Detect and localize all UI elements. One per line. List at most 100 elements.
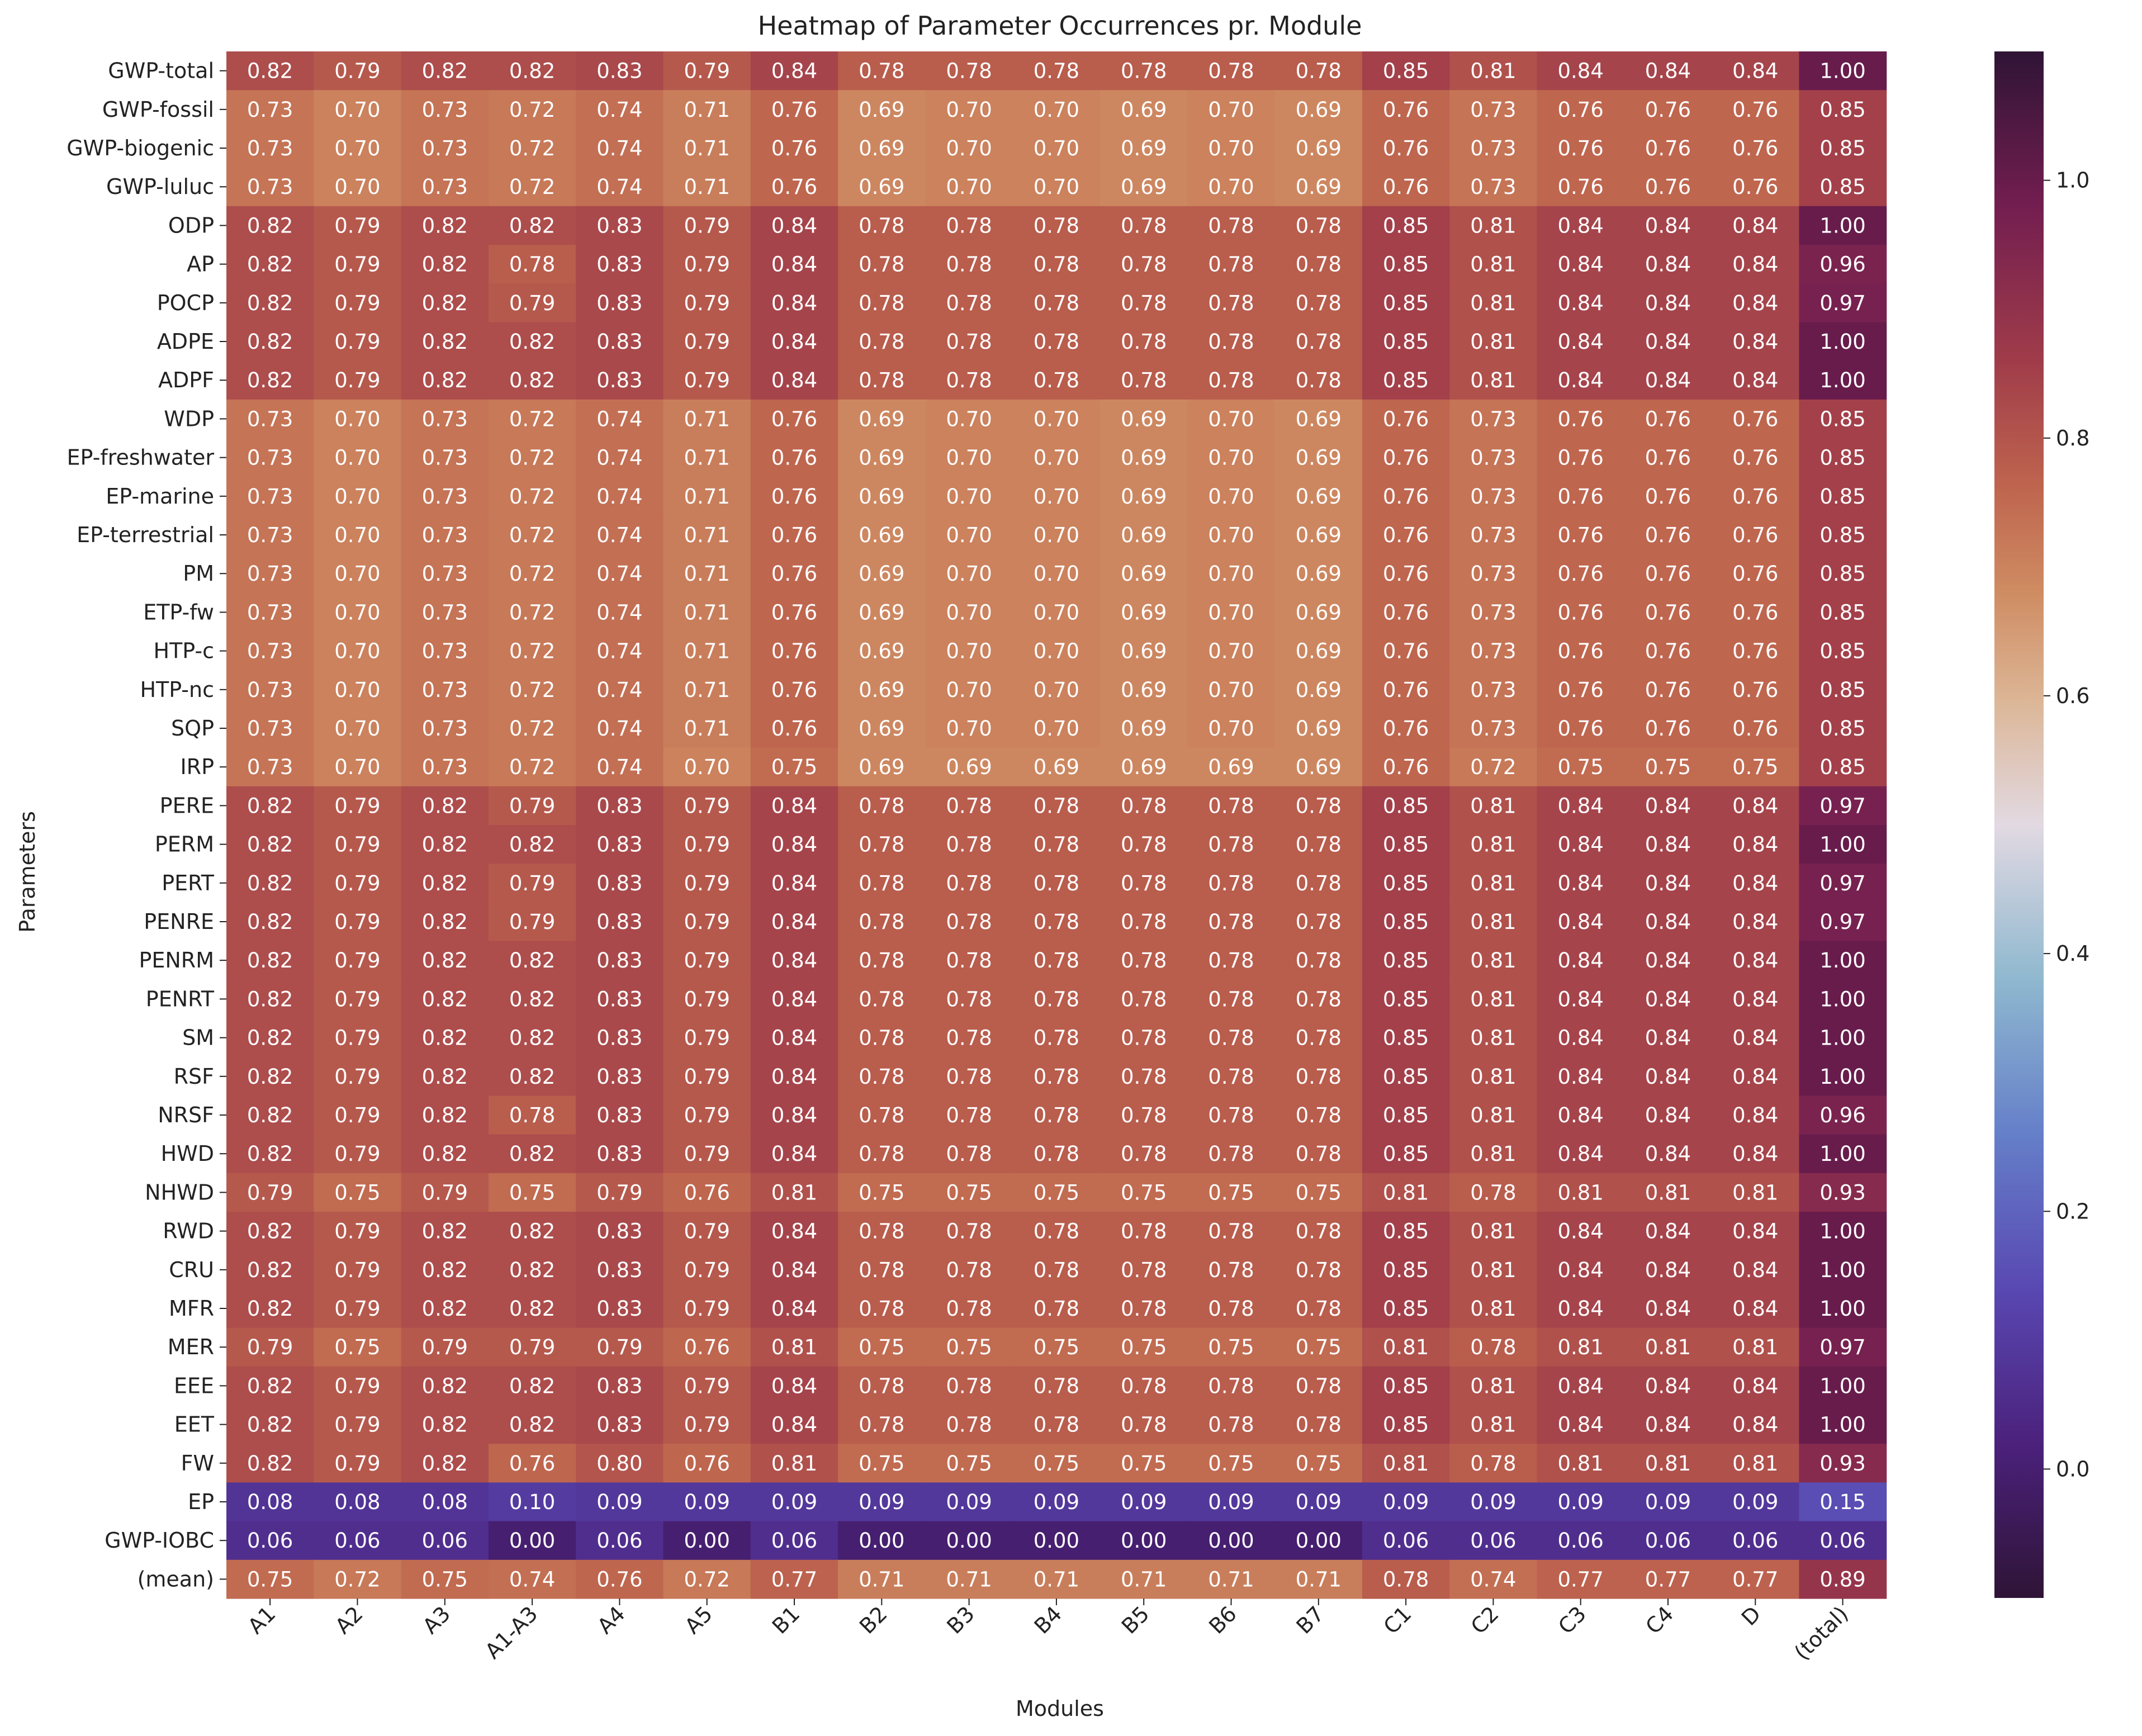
heatmap-cell (401, 864, 489, 903)
cell-value-label: 0.78 (1034, 1374, 1079, 1398)
cell-value-label: 0.77 (1558, 1567, 1604, 1591)
heatmap-cell (1012, 864, 1101, 903)
cell-value-label: 0.85 (1383, 948, 1429, 973)
cell-value-label: 0.76 (684, 1452, 730, 1476)
heatmap-cell (576, 747, 664, 787)
heatmap-cell (1449, 864, 1538, 903)
cell-value-label: 0.79 (509, 794, 555, 818)
cell-value-label: 0.78 (1034, 948, 1079, 973)
heatmap-cell (1712, 1559, 1799, 1599)
heatmap-cell (925, 129, 1013, 168)
heatmap-cell (1362, 438, 1450, 477)
heatmap-cell (1449, 1250, 1538, 1289)
heatmap-cell (488, 1212, 576, 1251)
heatmap-cell (1187, 477, 1276, 516)
cell-value-label: 0.76 (1645, 485, 1691, 509)
heatmap-cell (750, 477, 838, 516)
cell-value-label: 0.78 (1208, 948, 1254, 973)
heatmap-cell (663, 632, 751, 671)
cell-value-label: 0.84 (1558, 833, 1604, 857)
cell-value-label: 0.84 (771, 1026, 817, 1050)
x-tick-label: C1 (1378, 1601, 1416, 1639)
heatmap-cell (838, 1482, 926, 1522)
y-tick-label: PERM (155, 832, 214, 857)
heatmap-cell (226, 979, 314, 1019)
cell-value-label: 0.69 (1121, 562, 1167, 586)
cell-value-label: 0.85 (1383, 910, 1429, 934)
cell-value-label: 0.71 (1208, 1567, 1254, 1591)
heatmap-cell (314, 825, 402, 864)
cell-value-label: 0.85 (1383, 1297, 1429, 1321)
cell-value-label: 0.84 (1732, 1142, 1778, 1166)
cell-value-label: 0.83 (596, 1297, 642, 1321)
cell-value-label: 0.72 (509, 678, 555, 702)
heatmap-cell (401, 477, 489, 516)
heatmap-cell (1362, 1212, 1450, 1251)
heatmap-cell (314, 167, 402, 207)
heatmap-cell (1274, 902, 1363, 942)
cell-value-label: 0.78 (1296, 1297, 1342, 1321)
heatmap-cell (838, 283, 926, 322)
cell-value-label: 0.84 (1645, 1220, 1691, 1244)
cell-value-label: 0.78 (1121, 948, 1167, 973)
heatmap-cell (576, 1366, 664, 1406)
heatmap-cell (1712, 51, 1799, 91)
heatmap-cell (1799, 515, 1887, 555)
y-tick-label: PERT (162, 871, 215, 895)
heatmap-cell (1712, 1289, 1799, 1329)
heatmap-cell (1012, 1482, 1101, 1522)
cell-value-label: 0.82 (422, 948, 468, 973)
cell-value-label: 0.84 (1558, 1065, 1604, 1089)
colorbar-tick-label: 0.4 (2056, 941, 2089, 966)
heatmap-cell (1187, 1521, 1276, 1560)
cell-value-label: 0.82 (247, 794, 293, 818)
heatmap-cell (488, 1173, 576, 1212)
cell-value-label: 0.69 (859, 678, 904, 702)
heatmap-cell (576, 438, 664, 477)
cell-value-label: 0.82 (247, 871, 293, 895)
x-tick-label: B6 (1204, 1601, 1241, 1639)
cell-value-label: 0.81 (1732, 1452, 1778, 1476)
cell-value-label: 0.78 (1034, 871, 1079, 895)
heatmap-cell (1012, 632, 1101, 671)
cell-value-label: 0.73 (247, 485, 293, 509)
cell-value-label: 0.76 (509, 1452, 555, 1476)
heatmap-cell (1187, 1405, 1276, 1444)
cell-value-label: 0.70 (1208, 562, 1254, 586)
colorbar-tick-label: 0.0 (2056, 1457, 2089, 1481)
heatmap-cell (1012, 51, 1101, 91)
heatmap-cell (576, 1134, 664, 1174)
y-tick-label: ODP (168, 213, 214, 238)
heatmap-cell (226, 515, 314, 555)
cell-value-label: 0.72 (684, 1567, 730, 1591)
cell-value-label: 0.84 (1558, 1220, 1604, 1244)
heatmap-cell (1274, 477, 1363, 516)
heatmap-cell (1187, 51, 1276, 91)
cell-value-label: 0.85 (1819, 175, 1865, 199)
cell-value-label: 0.70 (334, 407, 380, 431)
heatmap-cell (750, 1018, 838, 1057)
cell-value-label: 0.70 (334, 98, 380, 122)
heatmap-cell (1274, 399, 1363, 439)
cell-value-label: 0.74 (596, 639, 642, 663)
cell-value-label: 0.75 (334, 1335, 380, 1359)
heatmap-cell (488, 167, 576, 207)
heatmap-cell (1012, 1173, 1101, 1212)
heatmap-cell (401, 632, 489, 671)
cell-value-label: 0.70 (1034, 407, 1079, 431)
cell-value-label: 0.06 (1558, 1529, 1604, 1553)
cell-value-label: 0.79 (334, 794, 380, 818)
heatmap-cell (1449, 1327, 1538, 1367)
cell-value-label: 0.71 (684, 523, 730, 547)
cell-value-label: 0.73 (422, 639, 468, 663)
cell-value-label: 0.78 (1121, 910, 1167, 934)
cell-value-label: 0.85 (1819, 98, 1865, 122)
heatmap-cell (1799, 1250, 1887, 1289)
cell-value-label: 0.83 (596, 330, 642, 354)
heatmap-cell (1624, 864, 1712, 903)
heatmap-cell (925, 1250, 1013, 1289)
y-tick-label: CRU (169, 1258, 214, 1282)
cell-value-label: 0.85 (1383, 291, 1429, 315)
cell-value-label: 0.79 (684, 291, 730, 315)
